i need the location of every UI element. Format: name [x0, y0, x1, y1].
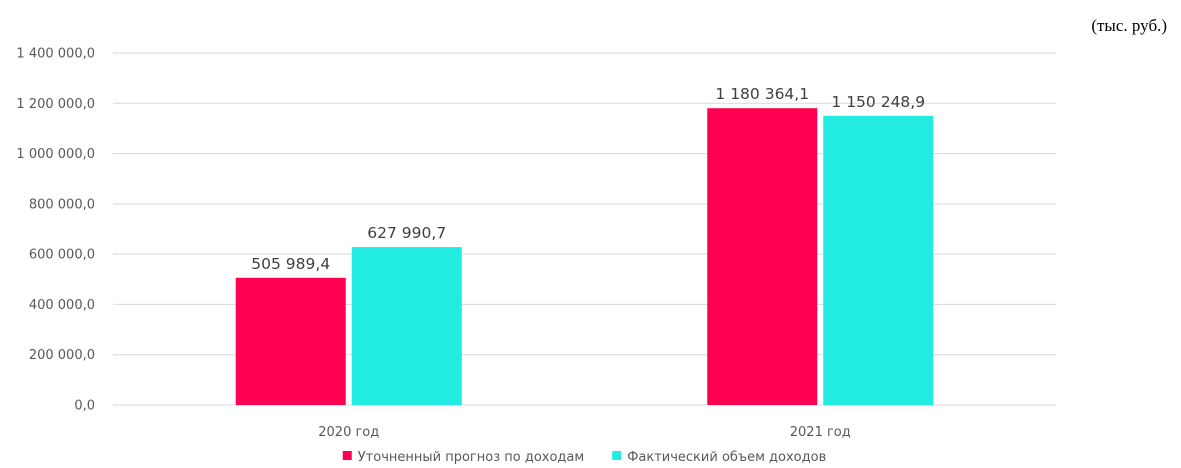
- y-axis-tick-labels: 0,0 200 000,0 400 000,0 600 000,0 800 000,0 1…: [16, 47, 95, 414]
- y-tick-label: 1 000 000,0: [16, 147, 95, 162]
- legend: Уточненный прогноз по доходам Фактический…: [342, 450, 826, 465]
- legend-label: Фактический объем доходов: [627, 450, 826, 465]
- y-tick-label: 800 000,0: [29, 197, 95, 212]
- legend-swatch: [612, 451, 622, 460]
- y-tick-label: 200 000,0: [29, 348, 95, 363]
- bar-actual: [823, 115, 934, 406]
- bar-actual: [351, 247, 462, 405]
- data-label: 627 990,7: [367, 224, 446, 242]
- y-tick-label: 600 000,0: [29, 248, 95, 263]
- category-label: 2021 год: [790, 425, 851, 440]
- bar-forecast: [235, 277, 346, 405]
- legend-label: Уточненный прогноз по доходам: [358, 450, 584, 465]
- bars: [235, 108, 934, 406]
- y-tick-label: 400 000,0: [29, 298, 95, 313]
- legend-swatch: [342, 451, 352, 460]
- unit-note: (тыс. руб.): [1091, 16, 1167, 35]
- data-label: 1 150 248,9: [831, 93, 925, 111]
- bar-forecast: [707, 108, 818, 405]
- data-label: 505 989,4: [251, 255, 330, 273]
- y-tick-label: 1 400 000,0: [16, 47, 95, 62]
- category-label: 2020 год: [318, 425, 379, 440]
- x-axis-category-labels: 2020 год 2021 год: [318, 425, 851, 440]
- y-tick-label: 0,0: [74, 399, 95, 414]
- data-labels: 505 989,4 627 990,7 1 180 364,1 1 150 248,9: [251, 85, 925, 273]
- data-label: 1 180 364,1: [715, 85, 809, 103]
- y-tick-label: 1 200 000,0: [16, 97, 95, 112]
